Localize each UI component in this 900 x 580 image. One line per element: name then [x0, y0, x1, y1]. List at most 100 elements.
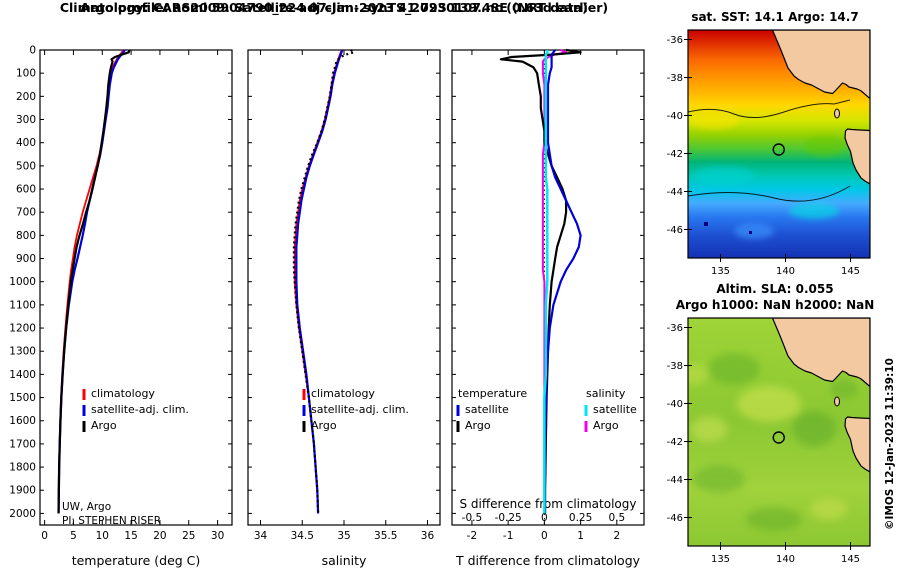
- x-tick-label: 15: [124, 530, 137, 542]
- panel-annotation: UW, Argo: [62, 501, 111, 513]
- lat-tick-label: -44: [667, 187, 683, 198]
- lon-tick-label: 135: [711, 266, 730, 277]
- panel-salinity-content: 34 34.5 35 35.5 36 salinity climatology satelli…: [247, 49, 441, 568]
- tasmania-landmass: [844, 416, 870, 473]
- argo-float-marker: [772, 431, 785, 444]
- x-tick-label: 34.5: [291, 530, 314, 542]
- lat-tick-label: -44: [667, 475, 683, 486]
- legend-label: Argo: [91, 419, 117, 432]
- australia-landmass: [771, 318, 870, 388]
- x-axis-label: salinity: [322, 553, 367, 568]
- satellite-salinity-diff-line: [543, 50, 549, 514]
- y-tick-label: 1400: [9, 369, 36, 381]
- y-tick-label: 1100: [9, 299, 36, 311]
- legend-label: satellite-adj. clim.: [91, 403, 189, 416]
- y-tick-label: 700: [16, 207, 36, 219]
- sst-contour: [688, 99, 851, 118]
- x2-tick-label: 0: [541, 512, 548, 524]
- y-tick-label: 1600: [9, 415, 36, 427]
- imos-credit: ©IMOS 12-Jan-2023 11:39:10: [884, 358, 896, 530]
- y-tick-label: 1200: [9, 323, 36, 335]
- panel-temperature-content: 0100200300400500600700800900100011001200…: [9, 45, 233, 568]
- lat-tick-label: -46: [667, 225, 683, 236]
- legend-group-header: temperature: [458, 387, 527, 400]
- y-tick-label: 1500: [9, 392, 36, 404]
- x-tick-label: 30: [211, 530, 224, 542]
- figure-title-line1: Argo profile: aoml 5904790_224 07-Jan-20…: [80, 0, 588, 15]
- australia-landmass: [771, 30, 870, 100]
- x2-axis-label: S difference from climatology: [460, 497, 637, 511]
- lat-tick-label: -38: [667, 73, 683, 84]
- x-tick-label: 5: [70, 530, 77, 542]
- sla-eddies: [688, 340, 858, 531]
- temperature-profile-panel: 0100200300400500600700800900100011001200…: [9, 45, 233, 568]
- legend-label: Argo: [465, 419, 491, 432]
- lon-tick-label: 145: [841, 266, 860, 277]
- lat-tick-label: -40: [667, 111, 683, 122]
- y-tick-label: 1900: [9, 485, 36, 497]
- plot-box: [247, 49, 441, 526]
- lon-tick-label: 135: [711, 554, 730, 565]
- x2-tick-label: 0.5: [608, 512, 625, 524]
- y-tick-label: 200: [16, 91, 36, 103]
- argo-float-marker: [772, 143, 785, 156]
- x-tick-label: 20: [153, 530, 166, 542]
- sla-map: 135 140 145 -36 -38 -40 -42 -44 -46: [667, 317, 871, 565]
- sst-map: 135 140 145 -36 -38 -40 -42 -44 -46: [667, 29, 871, 277]
- figure-title-line2: Climatology: CARS2009. Satellite-adj cli…: [59, 0, 609, 15]
- legend-label: climatology: [311, 387, 375, 400]
- x-tick-label: 34: [254, 530, 268, 542]
- legend-label: Argo: [593, 419, 619, 432]
- lon-tick-label: 140: [776, 266, 795, 277]
- x2-tick-label: -0.25: [495, 512, 522, 524]
- x-tick-label: -2: [467, 530, 477, 542]
- lat-tick-label: -36: [667, 323, 683, 334]
- x-axis-label: T difference from climatology: [455, 553, 641, 568]
- tasmania-landmass: [844, 128, 870, 185]
- lat-tick-label: -40: [667, 399, 683, 410]
- satellite-temp-diff-line: [543, 49, 582, 514]
- lat-tick-label: -42: [667, 149, 683, 160]
- king-island: [834, 396, 840, 407]
- legend-label: climatology: [91, 387, 155, 400]
- king-island: [834, 108, 840, 119]
- lat-tick-label: -36: [667, 35, 683, 46]
- map-border: [687, 317, 871, 547]
- x2-tick-label: -0.5: [462, 512, 483, 524]
- salinity-profile-panel: 34 34.5 35 35.5 36 salinity climatology satelli…: [247, 49, 441, 568]
- cold-spot: [749, 231, 752, 234]
- sst-contour: [688, 185, 851, 202]
- y-tick-label: 1000: [9, 276, 36, 288]
- cold-spot: [704, 222, 708, 226]
- x2-tick-label: 0.25: [569, 512, 592, 524]
- map-sst-axes: 135 140 145 -36 -38 -40 -42 -44 -46: [667, 35, 860, 277]
- climatology-line: [57, 49, 124, 514]
- y-tick-label: 400: [16, 137, 36, 149]
- x-tick-label: 1: [577, 530, 584, 542]
- legend-label: satellite-adj. clim.: [311, 403, 409, 416]
- x-tick-label: 35: [337, 530, 350, 542]
- sla-map-title-line2: Argo h1000: NaN h2000: NaN: [675, 298, 875, 312]
- sla-field: [688, 318, 870, 546]
- legend-group-header: salinity: [586, 387, 626, 400]
- difference-profile-panel: -2 -1 0 1 2 T difference from climatology S di…: [451, 48, 645, 568]
- y-tick-label: 100: [16, 68, 36, 80]
- argo-temp-diff-line: [499, 48, 582, 514]
- lat-tick-label: -38: [667, 361, 683, 372]
- satellite-adj-clim-line: [295, 49, 344, 514]
- x-tick-label: 0: [541, 530, 548, 542]
- y-tick-label: 1800: [9, 462, 36, 474]
- y-tick-label: 1700: [9, 438, 36, 450]
- lat-tick-label: -46: [667, 513, 683, 524]
- satellite-adj-clim-line: [57, 49, 126, 514]
- x-tick-label: 35.5: [374, 530, 397, 542]
- argo-line: [57, 49, 131, 514]
- x-tick-label: 10: [96, 530, 109, 542]
- x-tick-label: 0: [41, 530, 48, 542]
- y-tick-label: 0: [29, 45, 36, 57]
- y-tick-label: 2000: [9, 508, 36, 520]
- y-tick-label: 500: [16, 160, 36, 172]
- y-tick-label: 300: [16, 114, 36, 126]
- x-tick-label: -1: [503, 530, 513, 542]
